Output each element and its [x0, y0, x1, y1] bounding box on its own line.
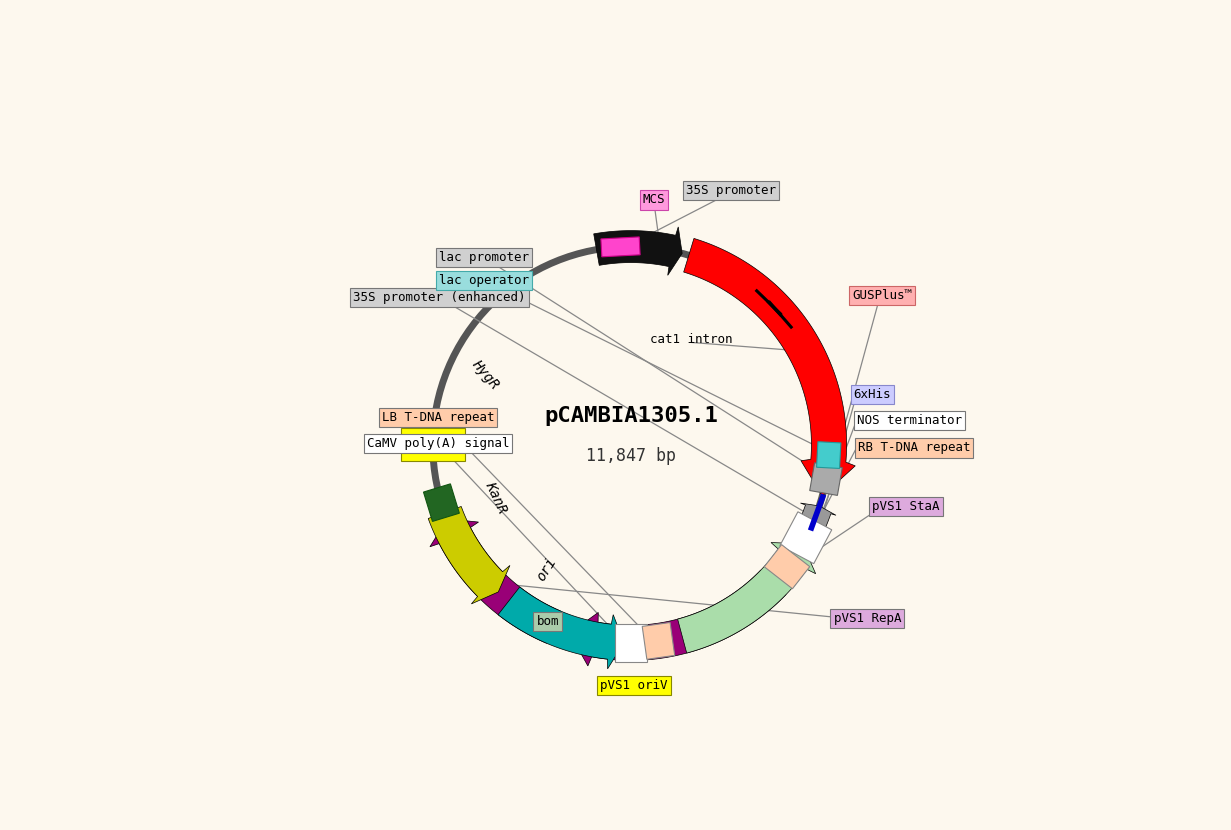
Polygon shape [616, 623, 646, 662]
Text: 6xHis: 6xHis [854, 388, 891, 402]
Text: pVS1 RepA: pVS1 RepA [833, 612, 901, 625]
Text: lac operator: lac operator [439, 274, 529, 287]
Polygon shape [683, 238, 856, 496]
Polygon shape [570, 570, 787, 666]
Text: KanR: KanR [483, 479, 508, 515]
Polygon shape [780, 512, 832, 564]
Text: 35S promoter (enhanced): 35S promoter (enhanced) [353, 291, 526, 305]
Polygon shape [677, 543, 816, 653]
Polygon shape [593, 227, 682, 276]
Text: bom: bom [537, 615, 559, 628]
Polygon shape [810, 463, 842, 496]
Polygon shape [816, 442, 841, 468]
Polygon shape [795, 503, 836, 541]
Text: pVS1 StaA: pVS1 StaA [872, 500, 939, 513]
Text: NOS terminator: NOS terminator [857, 414, 963, 427]
Text: pVS1 oriV: pVS1 oriV [601, 679, 668, 692]
Text: LB T-DNA repeat: LB T-DNA repeat [382, 412, 494, 424]
Text: HygR: HygR [469, 357, 501, 392]
Text: MCS: MCS [643, 193, 665, 207]
Text: 11,847 bp: 11,847 bp [586, 447, 676, 466]
Text: GUSPlus™: GUSPlus™ [852, 290, 912, 302]
FancyBboxPatch shape [401, 428, 465, 461]
Polygon shape [643, 622, 675, 659]
Text: lac promoter: lac promoter [439, 251, 529, 264]
Polygon shape [499, 587, 624, 669]
Text: RB T-DNA repeat: RB T-DNA repeat [858, 442, 970, 454]
Text: cat1 intron: cat1 intron [650, 333, 732, 346]
Text: CaMV poly(A) signal: CaMV poly(A) signal [367, 437, 510, 450]
Polygon shape [601, 237, 640, 256]
Text: pCAMBIA1305.1: pCAMBIA1305.1 [544, 406, 718, 426]
Polygon shape [423, 484, 459, 521]
Polygon shape [764, 544, 810, 588]
Polygon shape [428, 506, 510, 604]
Polygon shape [430, 519, 560, 643]
Text: ori: ori [534, 555, 559, 583]
Text: 35S promoter: 35S promoter [686, 184, 777, 197]
